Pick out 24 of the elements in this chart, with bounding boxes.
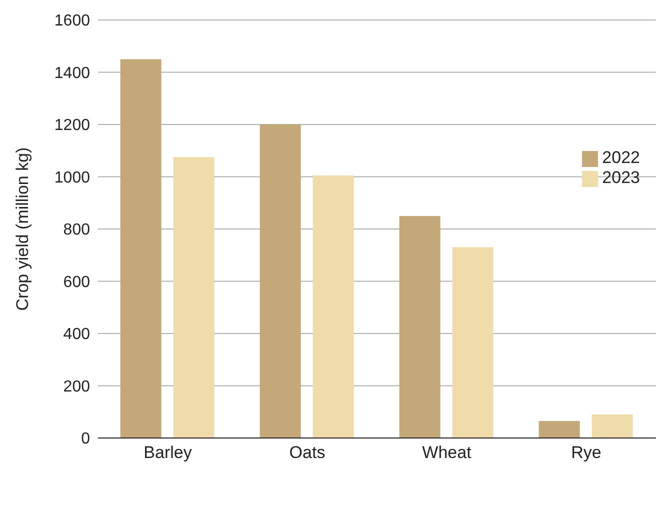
y-tick-label: 0 <box>81 430 90 448</box>
y-tick-label: 1600 <box>54 12 90 30</box>
bar <box>592 414 633 438</box>
bar <box>173 157 214 438</box>
legend-label: 2022 <box>602 148 640 167</box>
x-tick-label: Rye <box>571 443 602 462</box>
bar <box>538 421 580 438</box>
y-tick-label: 1400 <box>54 64 90 82</box>
y-tick-label: 800 <box>63 222 90 239</box>
bar <box>312 175 354 438</box>
x-tick-label: Oats <box>289 443 326 462</box>
y-tick-label: 200 <box>63 378 90 396</box>
x-tick-label: Wheat <box>422 443 472 462</box>
y-tick-label: 600 <box>63 274 90 291</box>
bar <box>452 247 494 438</box>
legend-label: 2023 <box>602 168 640 187</box>
y-tick-label: 1000 <box>54 169 90 186</box>
y-axis-title: Crop yield (million kg) <box>13 147 32 311</box>
x-tick-label: Barley <box>144 443 192 462</box>
bar <box>120 59 162 438</box>
y-tick-label: 400 <box>63 326 90 344</box>
y-tick-label: 1200 <box>54 117 90 134</box>
bar <box>260 124 301 438</box>
bar <box>399 216 440 438</box>
